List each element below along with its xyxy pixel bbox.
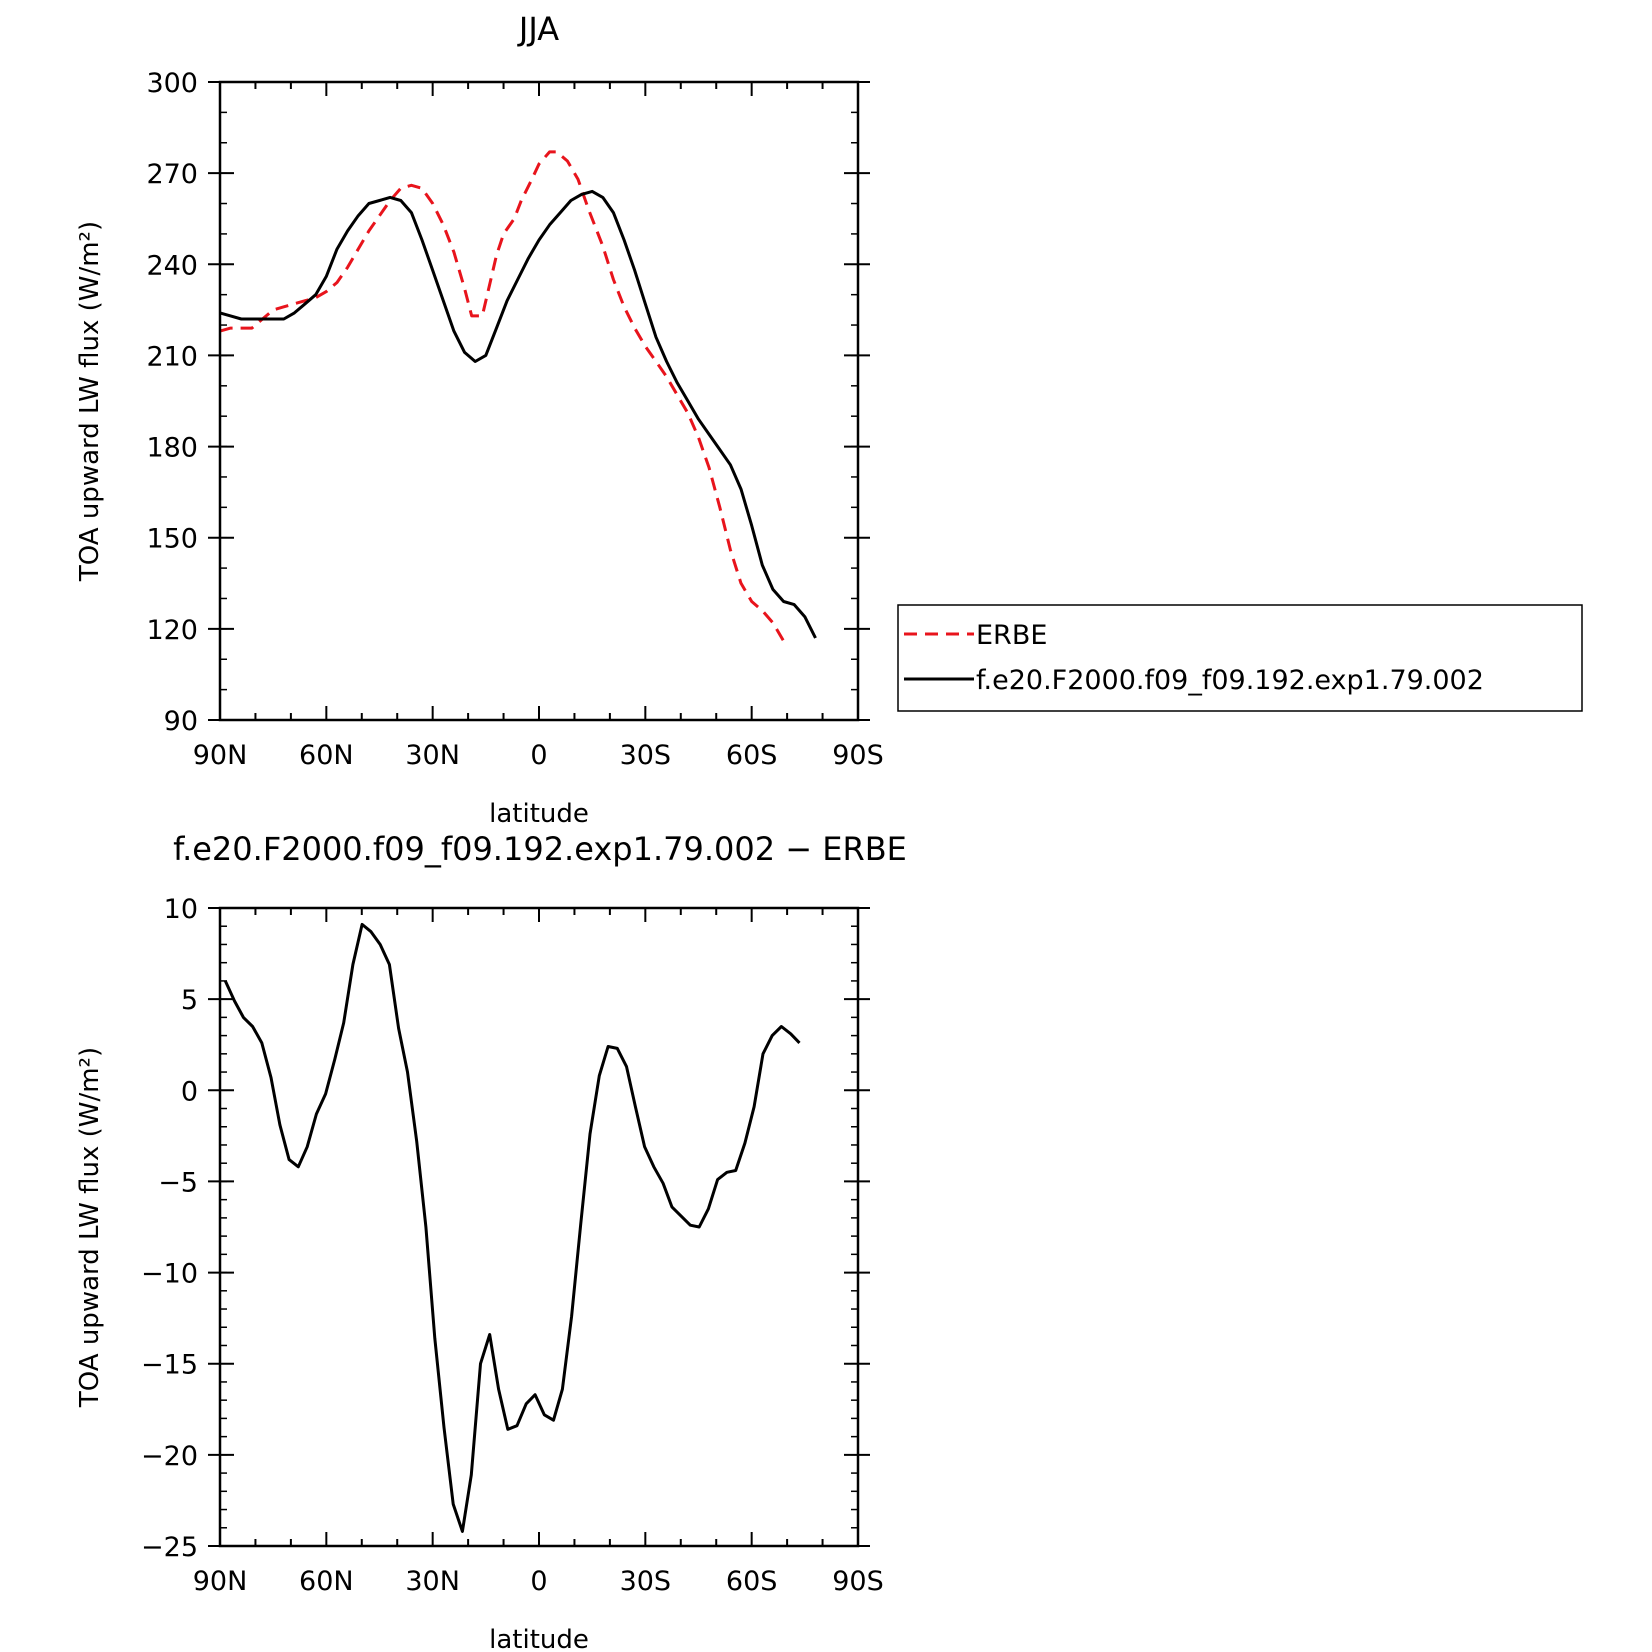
y-tick-label: 90 [164,706,198,737]
y-tick-label: 180 [146,433,198,464]
y-tick-label: −10 [141,1259,198,1290]
y-tick-label: 240 [146,250,198,281]
x-axis-label: latitude [489,1625,589,1652]
plot-frame [218,906,860,1548]
y-axis-label: TOA upward LW flux (W/m²) [75,1047,105,1408]
y-tick-label: −20 [141,1441,198,1472]
series-line-erbe [219,150,785,642]
x-tick-label: 60N [299,1566,354,1597]
legend-label-erbe: ERBE [976,620,1047,651]
series-group [223,922,801,1533]
x-tick-label: 60S [726,740,778,771]
y-tick-label: 120 [146,615,198,646]
y-tick-label: −15 [141,1350,198,1381]
x-tick-label: 0 [530,740,547,771]
x-tick-label: 30S [620,740,672,771]
x-tick-label: 60N [299,740,354,771]
series-line-model [223,922,801,1533]
x-tick-label: 90N [193,740,248,771]
series-line-model [219,189,817,639]
x-tick-label: 90S [832,1566,884,1597]
y-tick-label: 300 [146,68,198,99]
y-tick-label: −5 [158,1167,198,1198]
difference-panel: f.e20.F2000.f09_f09.192.exp1.79.002 − ER… [75,830,907,1652]
legend: ERBE f.e20.F2000.f09_f09.192.exp1.79.002 [897,604,1583,712]
y-tick-label: 5 [181,985,198,1016]
x-tick-label: 30N [405,1566,460,1597]
flux-panel: JJA latitude TOA upward LW flux (W/m²) 9… [75,10,884,829]
x-tick-label: 60S [726,1566,778,1597]
x-tick-label: 30S [620,1566,672,1597]
panel-title: JJA [517,10,559,48]
legend-box [897,604,1583,712]
x-axis-label: latitude [489,799,589,829]
legend-label-model: f.e20.F2000.f09_f09.192.exp1.79.002 [976,665,1484,696]
plot-frame [218,80,860,722]
y-tick-label: 150 [146,524,198,555]
x-tick-label: 90S [832,740,884,771]
y-tick-label: 270 [146,159,198,190]
x-tick-label: 30N [405,740,460,771]
y-tick-label: 210 [146,341,198,372]
panel-title: f.e20.F2000.f09_f09.192.exp1.79.002 − ER… [173,830,907,868]
y-tick-label: −25 [141,1532,198,1563]
axis-ticks: 90N 60N 30N 0 30S 60S 90S 90 120 150 180 210 240 270 3… [146,68,883,771]
y-tick-label: 0 [181,1076,198,1107]
axis-ticks: 90N 60N 30N 0 30S 60S 90S 10 5 0 −5 −10 −15 −20 −25 [141,894,884,1597]
y-tick-label: 10 [164,894,198,925]
x-tick-label: 90N [193,1566,248,1597]
y-axis-label: TOA upward LW flux (W/m²) [75,221,105,582]
x-tick-label: 0 [530,1566,547,1597]
series-group [219,150,817,642]
